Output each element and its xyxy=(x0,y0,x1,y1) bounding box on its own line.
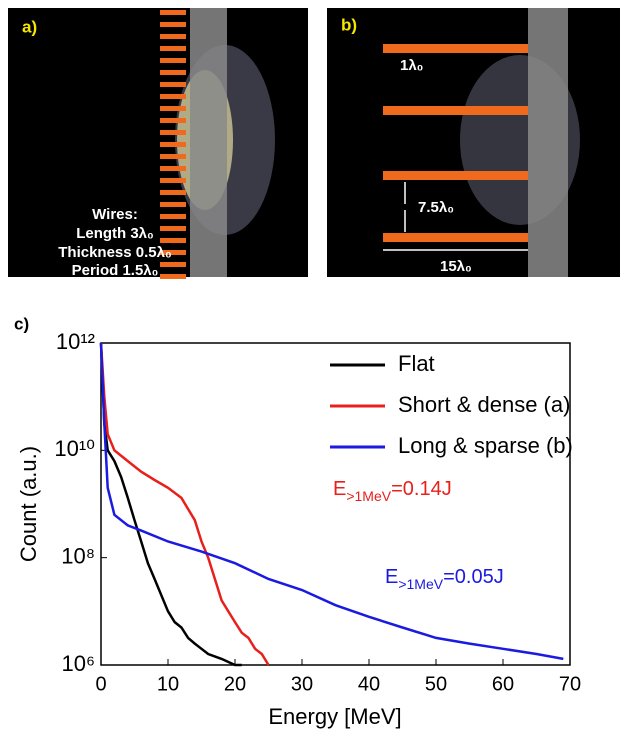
wire xyxy=(160,202,186,207)
annotation: E>1MeV=0.05J xyxy=(385,566,504,591)
wire xyxy=(160,166,186,171)
wire-array xyxy=(160,10,186,279)
annotation-sub: >1MeV xyxy=(346,488,391,504)
y-axis-title: Count (a.u.) xyxy=(16,446,41,562)
wire xyxy=(160,154,186,159)
legend-label: Long & sparse (b) xyxy=(398,433,573,458)
wire xyxy=(160,34,186,39)
y-tick-label: 10⁸ xyxy=(61,543,95,568)
wire xyxy=(160,262,186,267)
y-tick-label: 10⁶ xyxy=(61,651,95,676)
x-axis-title: Energy [MeV] xyxy=(268,704,401,729)
x-tick-label: 10 xyxy=(157,673,179,695)
series-line xyxy=(99,342,242,667)
panel-b: b) 1λ₀ 7.5λ₀ 15λ₀ xyxy=(327,8,620,277)
wire xyxy=(160,58,186,63)
wire xyxy=(160,70,186,75)
wire xyxy=(160,130,186,135)
wire xyxy=(160,22,186,27)
target xyxy=(190,8,227,277)
panel-label: a) xyxy=(22,17,37,36)
wire xyxy=(160,94,186,99)
series-line xyxy=(99,342,564,661)
x-tick-label: 20 xyxy=(224,673,246,695)
annotation: Thickness 0.5λ₀ xyxy=(58,244,172,261)
x-tick-label: 0 xyxy=(95,673,106,695)
wire xyxy=(383,44,528,53)
annotation-part: E xyxy=(333,478,346,500)
x-tick-label: 70 xyxy=(559,673,581,695)
wire xyxy=(160,250,186,255)
annotation-part: =0.05J xyxy=(443,566,504,588)
y-tick-label: 10¹² xyxy=(56,329,95,354)
wire xyxy=(160,106,186,111)
y-tick-label: 10¹⁰ xyxy=(54,436,95,461)
annotation: Wires: xyxy=(92,206,138,223)
x-tick-label: 50 xyxy=(425,673,447,695)
annotation: Length 3λ₀ xyxy=(76,225,154,242)
x-tick-label: 30 xyxy=(291,673,313,695)
wire xyxy=(160,82,186,87)
wire xyxy=(160,238,186,243)
panel-label: c) xyxy=(14,314,29,333)
panel-label: b) xyxy=(341,15,357,34)
annotation-part: E xyxy=(385,566,398,588)
wire xyxy=(160,118,186,123)
wire xyxy=(160,10,186,15)
wire xyxy=(383,106,528,115)
legend-label: Flat xyxy=(398,351,435,376)
wire xyxy=(160,274,186,279)
wire xyxy=(160,178,186,183)
annotation: 1λ₀ xyxy=(400,57,423,74)
wire xyxy=(160,142,186,147)
annotation: E>1MeV=0.14J xyxy=(333,478,452,503)
plot-frame xyxy=(100,342,571,666)
series-line xyxy=(99,342,270,666)
annotation: 15λ₀ xyxy=(440,258,472,275)
x-tick-label: 40 xyxy=(358,673,380,695)
wire xyxy=(160,214,186,219)
panel-a: a) Wires: Length 3λ₀ Thickness 0.5λ₀ Per… xyxy=(8,8,308,279)
annotation-sub: >1MeV xyxy=(398,576,443,592)
wire xyxy=(160,190,186,195)
wire xyxy=(160,46,186,51)
annotation: Period 1.5λ₀ xyxy=(72,262,159,279)
annotation: 7.5λ₀ xyxy=(418,199,454,216)
annotation-part: =0.14J xyxy=(391,478,452,500)
legend-label: Short & dense (a) xyxy=(398,392,570,417)
target xyxy=(528,8,568,277)
wire xyxy=(160,226,186,231)
wire xyxy=(383,171,528,180)
x-tick-label: 60 xyxy=(492,673,514,695)
chart: 0 10 20 30 40 50 60 70 10⁶ 10⁸ 10¹⁰ 10¹² Flat Short &… xyxy=(54,329,581,695)
wire xyxy=(383,233,528,242)
